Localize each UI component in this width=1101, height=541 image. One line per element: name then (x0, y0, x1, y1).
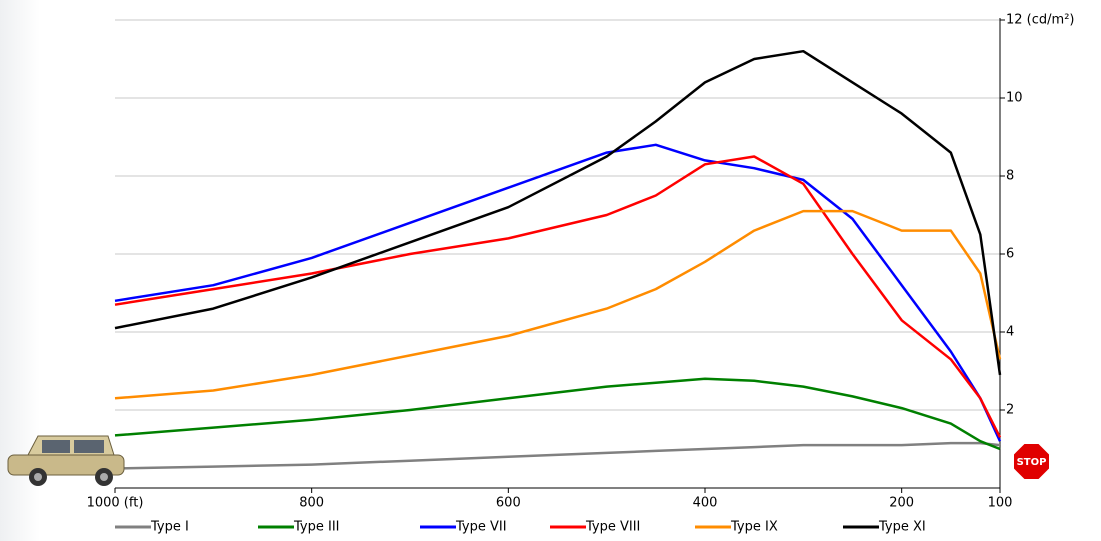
series-line (115, 51, 1000, 375)
y-tick-label: 12 (cd/m²) (1006, 13, 1074, 28)
svg-text:STOP: STOP (1017, 457, 1047, 468)
x-tick-label: 600 (496, 496, 521, 511)
legend-label: Type IX (730, 520, 778, 535)
y-tick-label: 2 (1006, 403, 1014, 418)
legend-label: Type I (150, 520, 189, 535)
chart: 2 4 6 8 10 12 (cd/m²) 1000 (ft) 800 600 400 200 100… (0, 0, 1101, 541)
legend-label: Type VII (455, 520, 507, 535)
y-tick-label: 10 (1006, 91, 1023, 106)
y-tick-label: 6 (1006, 247, 1014, 262)
x-tick-label: 100 (988, 496, 1013, 511)
x-tick-label: 200 (889, 496, 914, 511)
series-line (115, 145, 1000, 441)
legend-label: Type III (293, 520, 340, 535)
x-tick-label: 400 (693, 496, 718, 511)
legend-label: Type VIII (585, 520, 640, 535)
plot-area: 2 4 6 8 10 12 (cd/m²) 1000 (ft) 800 600 400 200 100… (87, 13, 1075, 535)
y-tick-label: 8 (1006, 169, 1014, 184)
y-tick-label: 4 (1006, 325, 1014, 340)
series-line (115, 379, 1000, 449)
x-tick-label: 800 (299, 496, 324, 511)
legend-label: Type XI (878, 520, 926, 535)
series-line (115, 443, 1000, 468)
stop-sign: STOP (1013, 443, 1050, 480)
x-tick-label: 1000 (ft) (87, 496, 144, 511)
